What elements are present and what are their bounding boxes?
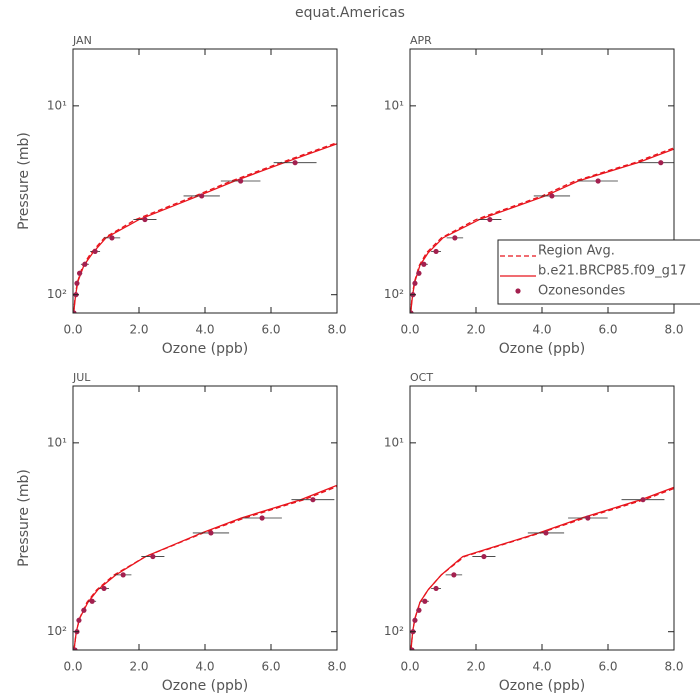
x-tick-label: 8.0: [664, 323, 683, 337]
x-tick-label: 2.0: [129, 323, 148, 337]
x-tick-label: 4.0: [532, 323, 551, 337]
data-point: [310, 497, 316, 503]
data-point: [410, 647, 415, 650]
legend-label: b.e21.BRCP85.f09_g17: [538, 264, 686, 279]
data-point: [74, 280, 80, 286]
data-point: [412, 617, 418, 623]
series-line: [73, 143, 337, 313]
x-axis-label: Ozone (ppb): [162, 678, 248, 694]
x-tick-label: 2.0: [129, 660, 148, 674]
plot-frame: [72, 48, 338, 314]
series-line: [73, 484, 337, 650]
data-point: [92, 248, 98, 255]
series-line: [410, 486, 674, 650]
data-point: [76, 617, 82, 623]
plot-area: [73, 141, 337, 313]
x-tick-label: 0.0: [400, 323, 419, 337]
plot-frame: [72, 385, 338, 651]
x-tick-label: 2.0: [466, 660, 485, 674]
data-point: [416, 270, 422, 276]
data-point: [89, 598, 95, 604]
x-tick-label: 8.0: [327, 660, 346, 674]
data-point: [238, 178, 244, 184]
x-tick-label: 4.0: [532, 660, 551, 674]
x-tick-label: 8.0: [664, 660, 683, 674]
data-point: [481, 553, 487, 560]
x-tick-label: 4.0: [195, 323, 214, 337]
legend-marker: [515, 288, 521, 294]
x-tick-label: 6.0: [598, 323, 617, 337]
data-point: [101, 585, 107, 592]
panel-title: JAN: [72, 34, 92, 47]
data-point: [543, 530, 549, 536]
y-tick-label: 10¹: [47, 435, 67, 449]
x-tick-label: 0.0: [400, 660, 419, 674]
x-tick-label: 2.0: [466, 323, 485, 337]
data-point: [292, 160, 298, 166]
chart-title: equat.Americas: [295, 5, 405, 21]
y-tick-label: 10¹: [47, 98, 67, 112]
data-point: [150, 553, 156, 560]
y-tick-label: 10²: [384, 624, 404, 638]
data-point: [487, 216, 493, 223]
data-point: [120, 572, 126, 578]
x-tick-label: 4.0: [195, 660, 214, 674]
data-point: [73, 647, 78, 650]
x-tick-label: 0.0: [63, 323, 82, 337]
x-tick-label: 8.0: [327, 323, 346, 337]
plot-area: [410, 486, 674, 650]
x-tick-label: 6.0: [598, 660, 617, 674]
data-point: [109, 235, 115, 241]
data-point: [82, 261, 88, 267]
data-point: [199, 193, 205, 199]
panel-title: JUL: [72, 371, 91, 384]
legend-label: Ozonesondes: [538, 284, 625, 299]
plot-area: [73, 484, 337, 650]
y-tick-label: 10²: [47, 287, 67, 301]
y-tick-label: 10²: [47, 624, 67, 638]
x-axis-label: Ozone (ppb): [499, 341, 585, 357]
y-axis-label: Pressure (mb): [16, 469, 32, 567]
data-point: [73, 310, 77, 313]
legend-label: Region Avg.: [538, 244, 615, 259]
x-tick-label: 6.0: [261, 323, 280, 337]
data-point: [452, 235, 458, 241]
y-tick-label: 10²: [384, 287, 404, 301]
y-tick-label: 10¹: [384, 435, 404, 449]
data-point: [259, 515, 265, 521]
plot-frame: [409, 385, 675, 651]
legend-box: [497, 239, 700, 305]
data-point: [412, 280, 418, 286]
x-tick-label: 0.0: [63, 660, 82, 674]
data-point: [585, 515, 591, 521]
data-point: [77, 270, 83, 276]
data-point: [433, 585, 439, 592]
data-point: [595, 178, 601, 184]
series-line: [410, 148, 674, 313]
data-point: [658, 160, 664, 166]
data-point: [142, 216, 148, 223]
panel-title: APR: [410, 34, 432, 47]
data-point: [549, 193, 555, 199]
series-line: [73, 141, 337, 313]
data-point: [421, 261, 427, 267]
y-tick-label: 10¹: [384, 98, 404, 112]
data-point: [451, 572, 457, 578]
x-axis-label: Ozone (ppb): [499, 678, 585, 694]
data-point: [433, 248, 439, 255]
data-point: [81, 607, 87, 613]
data-point: [410, 310, 414, 313]
series-line: [73, 485, 337, 650]
y-axis-label: Pressure (mb): [16, 132, 32, 230]
x-axis-label: Ozone (ppb): [162, 341, 248, 357]
panel-title: OCT: [410, 371, 433, 384]
plot-area: [410, 147, 674, 313]
data-point: [640, 497, 646, 503]
data-point: [422, 598, 428, 604]
data-point: [208, 530, 214, 536]
data-point: [416, 607, 422, 613]
x-tick-label: 6.0: [261, 660, 280, 674]
